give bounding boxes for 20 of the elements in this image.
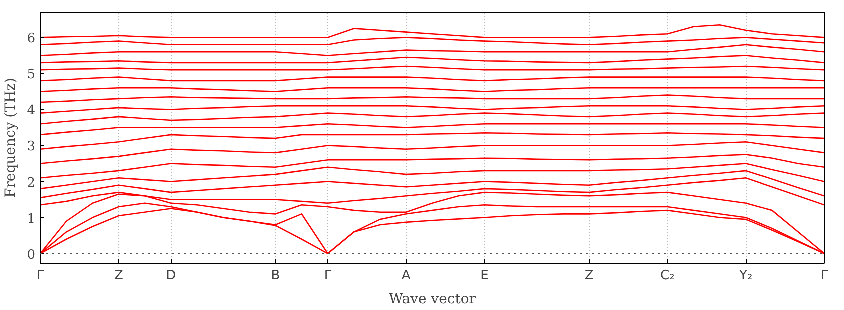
- y-tick-label: 3: [27, 140, 36, 155]
- y-tick-label: 2: [27, 176, 36, 191]
- x-tick-label: Γ: [36, 268, 45, 284]
- x-tick-label: Γ: [324, 268, 332, 284]
- x-tick-label: Z: [114, 268, 124, 284]
- y-tick-label: 0: [27, 248, 36, 263]
- y-tick-label: 6: [27, 32, 36, 47]
- x-tick-label: Z: [584, 268, 594, 284]
- y-axis-title: Frequency (THz): [3, 78, 20, 198]
- x-tick-label: A: [402, 268, 411, 284]
- y-tick-label: 1: [27, 212, 36, 227]
- x-tick-label: Γ: [820, 268, 829, 284]
- x-tick-label: E: [480, 268, 489, 284]
- y-tick-label: 5: [27, 68, 36, 83]
- x-tick-label: D: [166, 268, 176, 284]
- y-tick-label: 4: [27, 104, 36, 119]
- x-tick-label: Y₂: [738, 268, 753, 284]
- x-axis-title: Wave vector: [389, 292, 476, 308]
- x-tick-label: B: [271, 268, 280, 284]
- x-tick-label: C₂: [660, 268, 675, 284]
